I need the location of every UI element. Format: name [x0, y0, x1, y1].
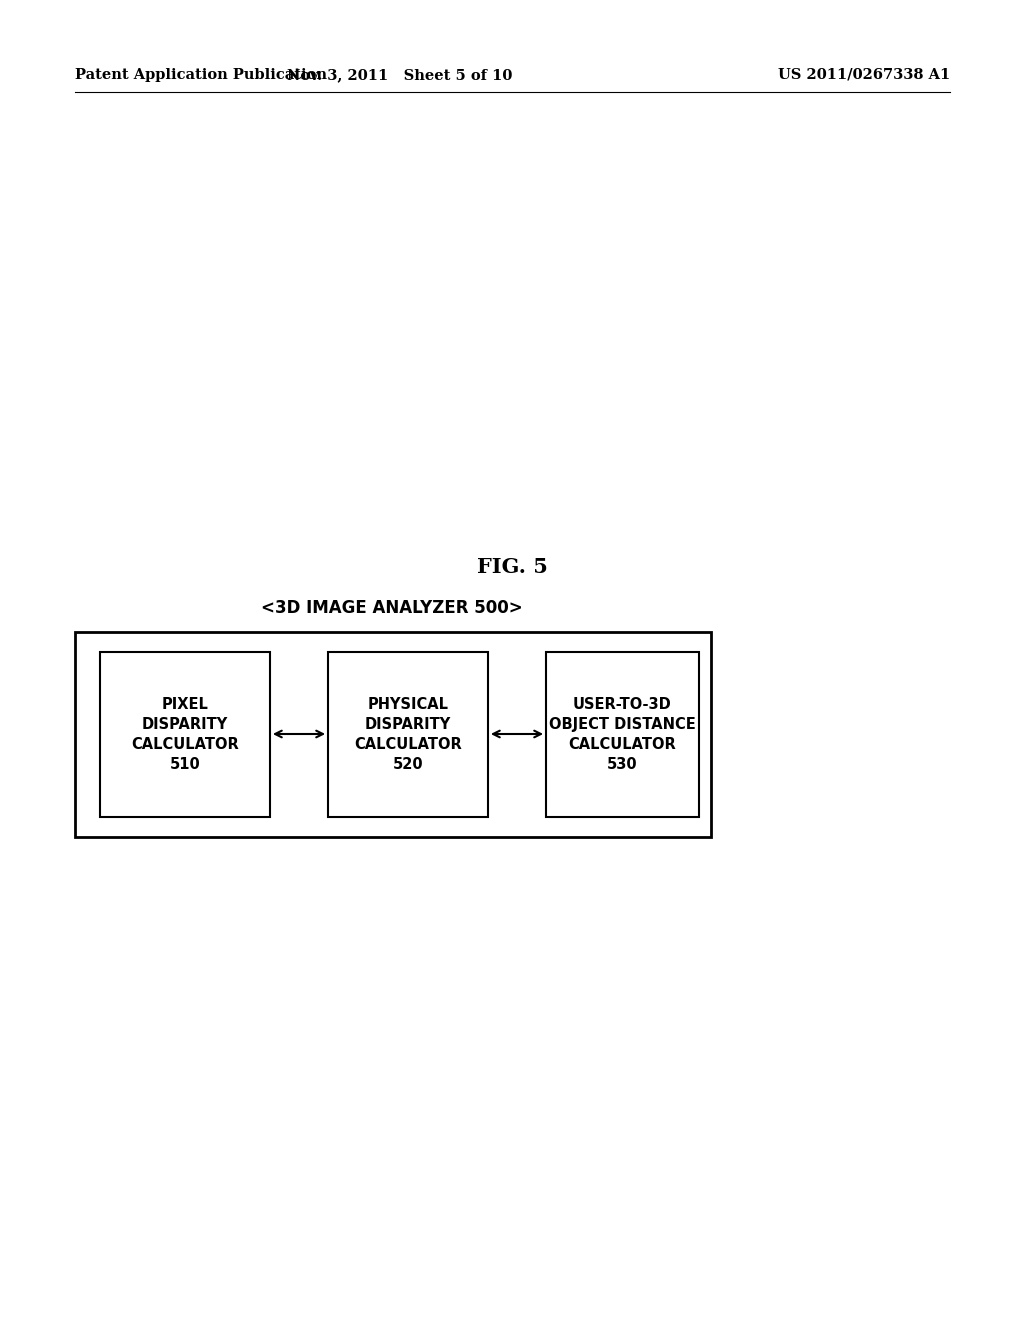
Bar: [100, 652, 270, 817]
Text: US 2011/0267338 A1: US 2011/0267338 A1: [778, 69, 950, 82]
Text: PHYSICAL
DISPARITY
CALCULATOR
520: PHYSICAL DISPARITY CALCULATOR 520: [354, 697, 462, 772]
Text: <3D IMAGE ANALYZER 500>: <3D IMAGE ANALYZER 500>: [261, 599, 523, 616]
Bar: [546, 652, 699, 817]
Text: Nov. 3, 2011   Sheet 5 of 10: Nov. 3, 2011 Sheet 5 of 10: [288, 69, 513, 82]
Bar: [75, 632, 711, 837]
Text: USER-TO-3D
OBJECT DISTANCE
CALCULATOR
530: USER-TO-3D OBJECT DISTANCE CALCULATOR 53…: [549, 697, 696, 772]
Bar: [328, 652, 488, 817]
Text: Patent Application Publication: Patent Application Publication: [75, 69, 327, 82]
Text: PIXEL
DISPARITY
CALCULATOR
510: PIXEL DISPARITY CALCULATOR 510: [131, 697, 239, 772]
Text: FIG. 5: FIG. 5: [476, 557, 548, 577]
